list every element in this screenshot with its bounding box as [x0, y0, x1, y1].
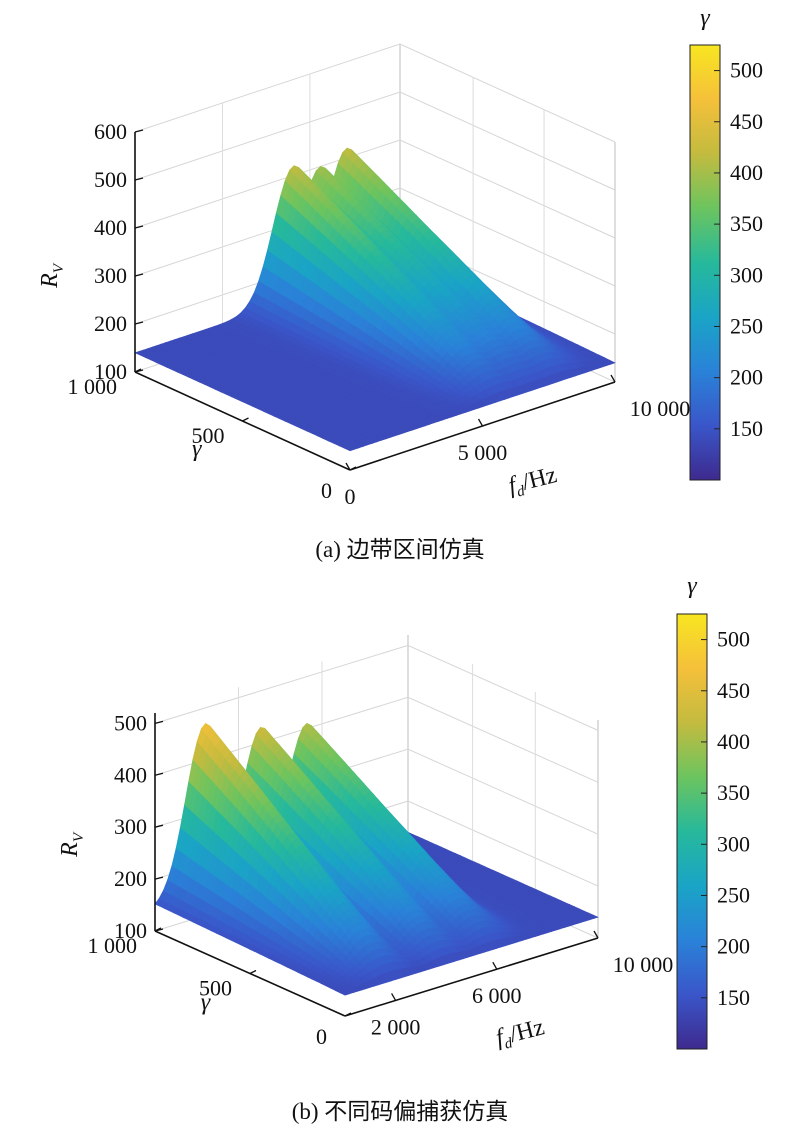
grid-line-z	[134, 43, 616, 143]
grid-line-z	[134, 139, 616, 239]
colorbar-tick-label: 450	[717, 678, 750, 703]
rv-tick-label: 300	[114, 814, 147, 839]
gamma-tick	[249, 969, 257, 975]
rv-tick-label: 200	[94, 311, 127, 336]
rv-tick	[134, 273, 144, 277]
fd-axis-label-unit: /Hz	[507, 1014, 547, 1048]
rv-tick	[134, 225, 144, 229]
fd-tick	[345, 462, 351, 471]
gamma-tick-label: 1 000	[68, 374, 118, 399]
axis-lines: 100 200 300 400 500 600 0 500 1 000 0 5 000 10 000 R…	[37, 119, 690, 509]
fd-axis-line	[344, 937, 599, 1017]
colorbar: 150 200 250 300 350 400 450 500 γ	[689, 5, 763, 481]
surface	[154, 722, 599, 996]
colorbar-title: γ	[687, 573, 697, 599]
colorbar-bar	[676, 613, 708, 1050]
surface-patch	[588, 914, 599, 919]
fd-axis-label: fd/Hz	[506, 462, 560, 502]
colorbar-tick-label: 500	[730, 58, 763, 83]
rv-tick-label: 500	[94, 167, 127, 192]
gamma-tick	[134, 368, 142, 373]
rv-tick-label: 400	[94, 215, 127, 240]
colorbar-title: γ	[700, 5, 710, 31]
colorbar-tick-label: 200	[730, 365, 763, 390]
colorbar-tick-label: 500	[717, 627, 750, 652]
fd-tick	[391, 993, 397, 1001]
colorbar-tick-label: 450	[730, 109, 763, 134]
colorbar: 150 200 250 300 350 400 450 500 γ	[676, 573, 750, 1050]
caption-a: (a) 边带区间仿真	[315, 537, 485, 562]
fd-tick-label: 2 000	[371, 1014, 421, 1039]
colorbar-tick-label: 400	[730, 160, 763, 185]
colorbar-tick-label: 300	[730, 262, 763, 287]
rv-tick	[154, 772, 164, 776]
fd-tick-label: 10 000	[630, 396, 691, 421]
rv-axis-label-sub: V	[51, 262, 67, 273]
rv-tick	[154, 824, 164, 828]
fd-tick	[492, 961, 498, 970]
surface	[134, 147, 616, 452]
rv-tick-label: 100	[94, 359, 127, 384]
rv-tick	[134, 177, 144, 181]
rv-tick-label: 400	[114, 762, 147, 787]
rv-tick-label: 200	[114, 866, 147, 891]
rv-axis-label: RV	[57, 831, 87, 858]
rv-tick-label: 600	[94, 119, 127, 144]
fd-tick	[610, 374, 616, 383]
figure-a: 100 200 300 400 500 600 0 500 1 000 0 5 000 10 000 R…	[37, 5, 763, 562]
grid-line-z	[134, 187, 616, 287]
colorbar-tick-label: 250	[730, 313, 763, 338]
chart-a: 100 200 300 400 500 600 0 500 1 000 0 5 000 10 000 R…	[37, 5, 763, 509]
colorbar-tick-label: 150	[730, 416, 763, 441]
rv-tick	[134, 321, 144, 325]
gamma-tick-label: 500	[199, 976, 232, 1001]
grid-line-z	[154, 696, 599, 783]
fd-tick-label: 5 000	[458, 440, 508, 465]
rv-axis-label-main: R	[37, 273, 63, 289]
rv-tick	[154, 720, 164, 725]
colorbar-tick-label: 400	[717, 729, 750, 754]
gamma-tick	[344, 1012, 352, 1017]
rv-tick	[154, 876, 164, 880]
surface-patch	[604, 359, 616, 365]
fd-tick	[593, 930, 599, 939]
caption-b: (b) 不同码偏捕获仿真	[291, 1099, 509, 1124]
axis-lines: 100 200 300 400 500 0 500 1 000 2 000 6 000 10 000…	[57, 710, 674, 1054]
fd-tick-label: 10 000	[613, 952, 674, 977]
colorbar-tick-label: 200	[717, 934, 750, 959]
gamma-tick-label: 0	[321, 478, 332, 503]
fd-tick-label: 0	[345, 484, 356, 509]
gamma-tick-label: 500	[192, 423, 225, 448]
rv-axis-label-sub: V	[71, 831, 87, 842]
rv-tick-label: 100	[114, 918, 147, 943]
gamma-tick-label: 0	[316, 1024, 327, 1049]
grid-line-z	[134, 91, 616, 191]
fd-axis-label-sub: d	[515, 483, 527, 500]
rv-axis-label: RV	[37, 262, 67, 289]
chart-b: 100 200 300 400 500 0 500 1 000 2 000 6 000 10 000…	[57, 573, 750, 1054]
colorbar-tick-label: 350	[717, 780, 750, 805]
rv-tick-label: 300	[94, 263, 127, 288]
gamma-tick-label: 1 000	[88, 933, 138, 958]
colorbar-bar	[689, 44, 721, 481]
rv-tick	[134, 129, 144, 133]
rv-axis-label-main: R	[57, 842, 83, 858]
fd-tick-label: 6 000	[472, 983, 522, 1008]
rv-tick-label: 500	[114, 710, 147, 735]
figure-b: 100 200 300 400 500 0 500 1 000 2 000 6 000 10 000…	[0, 568, 800, 1135]
grid-line-z	[154, 644, 599, 731]
gamma-axis-label: γ	[192, 436, 202, 462]
fd-tick	[477, 418, 484, 427]
colorbar-tick-label: 150	[717, 985, 750, 1010]
gamma-axis-label: γ	[201, 989, 211, 1015]
fd-axis-label-sub: d	[503, 1035, 515, 1052]
fd-axis-label: fd/Hz	[493, 1014, 547, 1054]
gamma-tick	[154, 927, 162, 932]
colorbar-tick-label: 250	[717, 882, 750, 907]
colorbar-tick-label: 300	[717, 831, 750, 856]
fd-axis-label-unit: /Hz	[520, 462, 560, 496]
colorbar-tick-label: 350	[730, 211, 763, 236]
gamma-tick	[349, 466, 357, 471]
gamma-tick	[242, 417, 249, 422]
